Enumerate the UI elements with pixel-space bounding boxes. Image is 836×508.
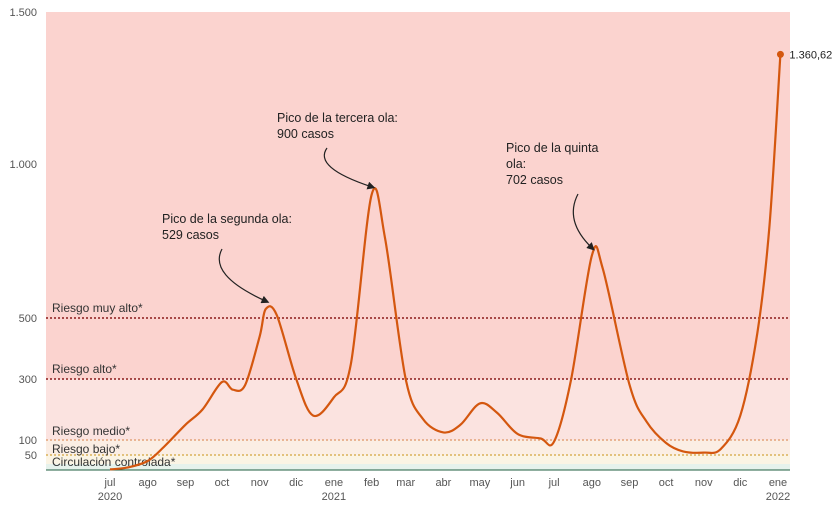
risk-zone-band — [46, 464, 790, 470]
annotations-layer: Pico de la segunda ola: 529 casos Pico de … — [162, 111, 598, 304]
series-end-point — [776, 50, 784, 58]
x-tick-label: sep — [177, 477, 195, 489]
risk-zone-band — [46, 455, 790, 464]
y-axis: 50 100 300 500 1.000 1.500 — [9, 7, 37, 462]
y-tick-label: 1.000 — [9, 159, 37, 171]
x-tick-label: jun — [509, 477, 525, 489]
x-tick-label: ago — [139, 477, 157, 489]
peak-annotation-text: Pico de la segunda ola: 529 casos — [162, 212, 292, 242]
x-tick-label: nov — [251, 477, 269, 489]
peak-annotation-text: Pico de la quinta ola: 702 casos — [506, 141, 598, 187]
risk-zone-label: Circulación controlada* — [52, 455, 176, 469]
y-tick-label: 1.500 — [9, 7, 37, 19]
risk-zone-label: Riesgo medio* — [52, 424, 130, 438]
end-value-label: 1.360,62 — [789, 49, 832, 61]
x-tick-label: jul — [103, 477, 115, 489]
x-tick-label: nov — [695, 477, 713, 489]
x-tick-label: feb — [364, 477, 379, 489]
risk-zone-labels: Circulación controlada*Riesgo bajo* Riesg… — [52, 301, 176, 469]
annotation-arrow — [572, 193, 595, 251]
x-tick-label: may — [470, 477, 491, 489]
y-tick-label: 100 — [19, 435, 37, 447]
x-tick-label: ago — [583, 477, 601, 489]
x-tick-label: mar — [396, 477, 415, 489]
x-tick-label: oct — [215, 477, 230, 489]
x-tick-label: ene — [769, 477, 787, 489]
x-tick-label: ene — [325, 477, 343, 489]
risk-zone-bands — [46, 12, 790, 470]
x-tick-year-label: 2021 — [322, 491, 346, 503]
x-tick-label: sep — [621, 477, 639, 489]
series-line — [109, 54, 782, 471]
risk-zone-label: Riesgo alto* — [52, 362, 117, 376]
risk-zone-band — [46, 440, 790, 455]
x-tick-label: abr — [435, 477, 451, 489]
risk-zone-label: Riesgo bajo* — [52, 442, 120, 456]
x-tick-year-label: 2020 — [98, 491, 122, 503]
annotation-arrow — [218, 248, 270, 304]
y-tick-label: 300 — [19, 374, 37, 386]
risk-zone-label: Riesgo muy alto* — [52, 301, 143, 315]
x-tick-label: dic — [733, 477, 748, 489]
risk-zone-band — [46, 379, 790, 440]
x-tick-label: dic — [289, 477, 304, 489]
x-axis: jul 2020 ago sep oct nov dic ene 2021 feb mar abr ma… — [98, 477, 790, 503]
x-tick-label: jul — [548, 477, 560, 489]
x-tick-year-label: 2022 — [766, 491, 790, 503]
y-tick-label: 50 — [25, 450, 37, 462]
series-layer: 1.360,62 — [109, 49, 832, 471]
annotation-arrow — [323, 147, 376, 190]
peak-annotation-text: Pico de la tercera ola: 900 casos — [277, 111, 398, 141]
risk-zone-band — [46, 12, 790, 379]
x-tick-label: oct — [659, 477, 674, 489]
y-tick-label: 500 — [19, 313, 37, 325]
